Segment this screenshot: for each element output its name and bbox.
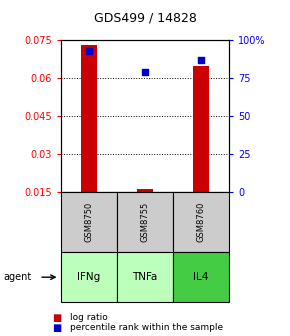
Text: agent: agent xyxy=(3,272,31,282)
Point xyxy=(143,70,147,75)
Text: GDS499 / 14828: GDS499 / 14828 xyxy=(94,12,196,25)
Point xyxy=(87,48,91,54)
Bar xyxy=(137,189,153,192)
Text: GSM8755: GSM8755 xyxy=(140,202,150,242)
Point xyxy=(199,57,203,62)
Text: GSM8760: GSM8760 xyxy=(197,202,206,242)
Text: percentile rank within the sample: percentile rank within the sample xyxy=(70,323,223,332)
Text: GSM8750: GSM8750 xyxy=(84,202,93,242)
Text: log ratio: log ratio xyxy=(70,313,107,322)
Text: ■: ■ xyxy=(52,312,61,323)
Text: TNFa: TNFa xyxy=(132,272,158,282)
Bar xyxy=(193,66,209,192)
Text: IL4: IL4 xyxy=(193,272,209,282)
Text: ■: ■ xyxy=(52,323,61,333)
Text: IFNg: IFNg xyxy=(77,272,101,282)
Bar xyxy=(81,45,97,192)
